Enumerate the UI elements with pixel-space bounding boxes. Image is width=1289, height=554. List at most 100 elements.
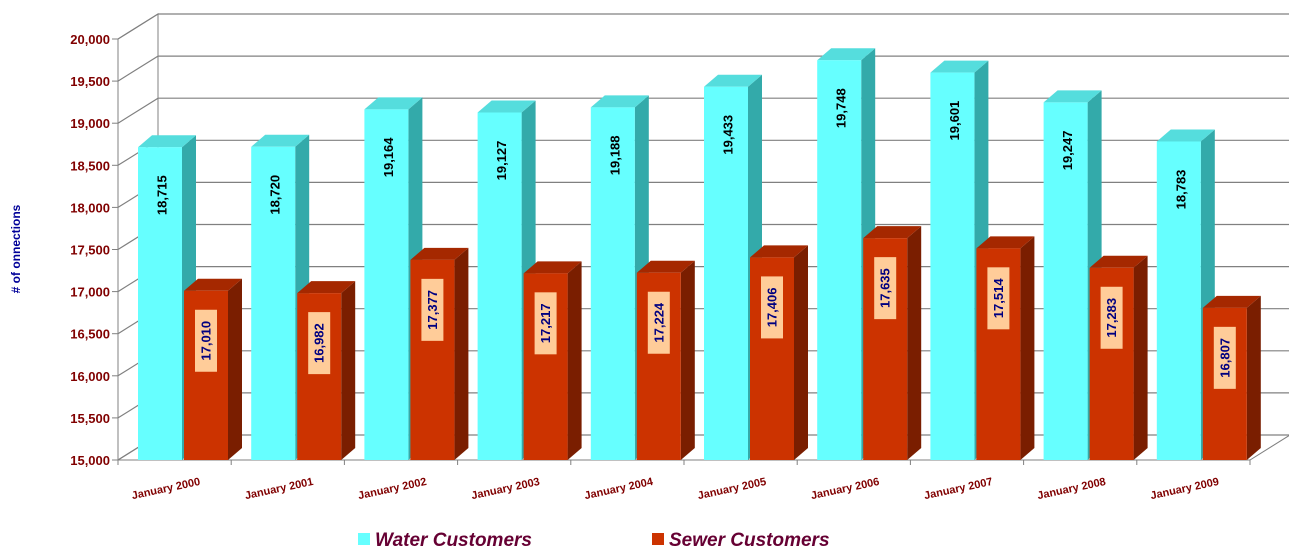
bar-sewer-side — [1246, 295, 1261, 460]
data-label-sewer: 17,217 — [538, 303, 553, 343]
bar-sewer-top — [523, 261, 582, 274]
x-tick-label: January 2001 — [244, 476, 315, 502]
bar-water-top — [930, 60, 989, 73]
data-label-sewer: 17,224 — [651, 302, 666, 343]
x-tick-label: January 2003 — [470, 476, 541, 502]
data-label-water: 19,188 — [607, 135, 622, 175]
bar-water-top — [251, 134, 310, 147]
bars — [138, 48, 1261, 461]
data-label-water: 19,433 — [721, 115, 736, 155]
data-label-water: 19,247 — [1060, 131, 1075, 171]
legend-label-water: Water Customers — [375, 530, 532, 551]
x-axis-ticks: January 2000 January 2001 January 2002 Janu… — [131, 476, 1220, 502]
y-tick-label: 15,000 — [70, 453, 110, 468]
y-tick-label: 17,500 — [70, 243, 110, 258]
x-tick-label: January 2009 — [1149, 476, 1220, 502]
x-tick-label: January 2008 — [1036, 476, 1107, 502]
y-tick-label: 15,500 — [70, 411, 110, 426]
bar-water-front — [477, 112, 522, 461]
y-tick-label: 18,000 — [70, 200, 110, 215]
legend-swatch-sewer — [652, 533, 664, 545]
y-tick-label: 17,000 — [70, 285, 110, 300]
x-tick-label: January 2000 — [131, 476, 202, 502]
bar-sewer-top — [863, 226, 922, 239]
bar-water-top — [704, 74, 762, 87]
bar-sewer-top — [636, 260, 695, 273]
bar-water-top — [477, 100, 536, 113]
bar-sewer — [976, 236, 1035, 460]
gridline — [117, 97, 1289, 124]
data-labels: 18,715 17,010 18,720 16,982 19,164 17,377 19,1… — [155, 88, 1236, 389]
legend-item-water: Water Customers — [358, 530, 532, 551]
data-label-box-sewer — [308, 312, 331, 375]
bar-sewer-top — [976, 236, 1035, 249]
bar-water-top — [590, 95, 649, 108]
bar-water-top — [1043, 90, 1102, 103]
data-label-sewer: 16,807 — [1217, 338, 1232, 378]
legend-swatch-water — [358, 533, 370, 545]
x-tick-label: January 2002 — [357, 476, 428, 502]
bar-sewer-side — [1020, 236, 1035, 460]
bar-sewer-top — [750, 245, 808, 258]
bar-water-top — [1156, 129, 1215, 142]
data-label-sewer: 17,406 — [765, 288, 780, 328]
bar-sewer-top — [297, 281, 356, 294]
bar-sewer-side — [454, 247, 469, 460]
bar-water-front — [817, 60, 862, 461]
data-label-water: 19,601 — [947, 101, 962, 141]
y-tick-label: 20,000 — [70, 32, 110, 47]
bar-sewer-side — [907, 226, 922, 460]
bar-water-front — [1156, 141, 1201, 460]
x-tick-label: January 2006 — [810, 476, 881, 502]
gridline — [117, 55, 1289, 82]
bar-sewer-side — [567, 261, 582, 460]
bar-sewer — [184, 278, 242, 460]
data-label-box-sewer — [421, 278, 444, 341]
legend-label-sewer: Sewer Customers — [669, 530, 830, 551]
bar-water-front — [138, 147, 182, 460]
bar-sewer-top — [1089, 255, 1148, 268]
data-label-sewer: 17,283 — [1104, 298, 1119, 338]
data-label-box-sewer — [1213, 326, 1236, 389]
bar-water-top — [817, 48, 876, 61]
data-label-water: 19,164 — [381, 137, 396, 178]
bar-sewer — [636, 260, 695, 460]
data-label-box-sewer — [534, 292, 557, 355]
bar-water-top — [138, 135, 196, 148]
bar-water-front — [930, 72, 975, 461]
data-label-box-sewer — [195, 309, 217, 372]
legend-item-sewer: Sewer Customers — [652, 530, 830, 551]
data-label-water: 18,720 — [268, 175, 283, 215]
gridline — [117, 13, 1289, 40]
data-label-sewer: 17,514 — [991, 278, 1006, 319]
y-tick-label: 19,000 — [70, 116, 110, 131]
legend: Water Customers Sewer Customers — [358, 530, 830, 551]
y-tick-label: 16,500 — [70, 327, 110, 342]
bar-water-front — [704, 86, 748, 461]
bar-sewer — [523, 261, 582, 460]
bar-sewer-top — [1202, 295, 1261, 308]
bar-sewer-side — [228, 278, 242, 460]
data-label-sewer: 17,635 — [878, 268, 893, 308]
data-label-water: 18,783 — [1173, 170, 1188, 210]
data-label-water: 18,715 — [155, 175, 170, 215]
bar-water-front — [364, 109, 409, 460]
data-label-box-sewer — [1100, 286, 1123, 349]
y-axis-label: # of onnections — [9, 204, 23, 293]
bar-sewer — [863, 226, 922, 460]
data-label-box-sewer — [647, 291, 670, 354]
bar-sewer-top — [410, 247, 469, 260]
bar-sewer-side — [341, 281, 356, 460]
bar-sewer-side — [1133, 255, 1148, 460]
y-axis-ticks: 15,000 15,500 16,000 16,500 17,000 17,500 18,0… — [70, 32, 1251, 468]
bar-sewer — [1089, 255, 1148, 460]
y-tick-label: 19,500 — [70, 74, 110, 89]
bar-water-top — [364, 97, 423, 110]
x-tick-label: January 2004 — [583, 476, 655, 502]
y-tick-label: 18,500 — [70, 158, 110, 173]
data-label-sewer: 17,010 — [199, 321, 214, 361]
bar-sewer-side — [680, 260, 695, 460]
bar-water-front — [590, 107, 635, 461]
data-label-box-sewer — [874, 257, 897, 320]
